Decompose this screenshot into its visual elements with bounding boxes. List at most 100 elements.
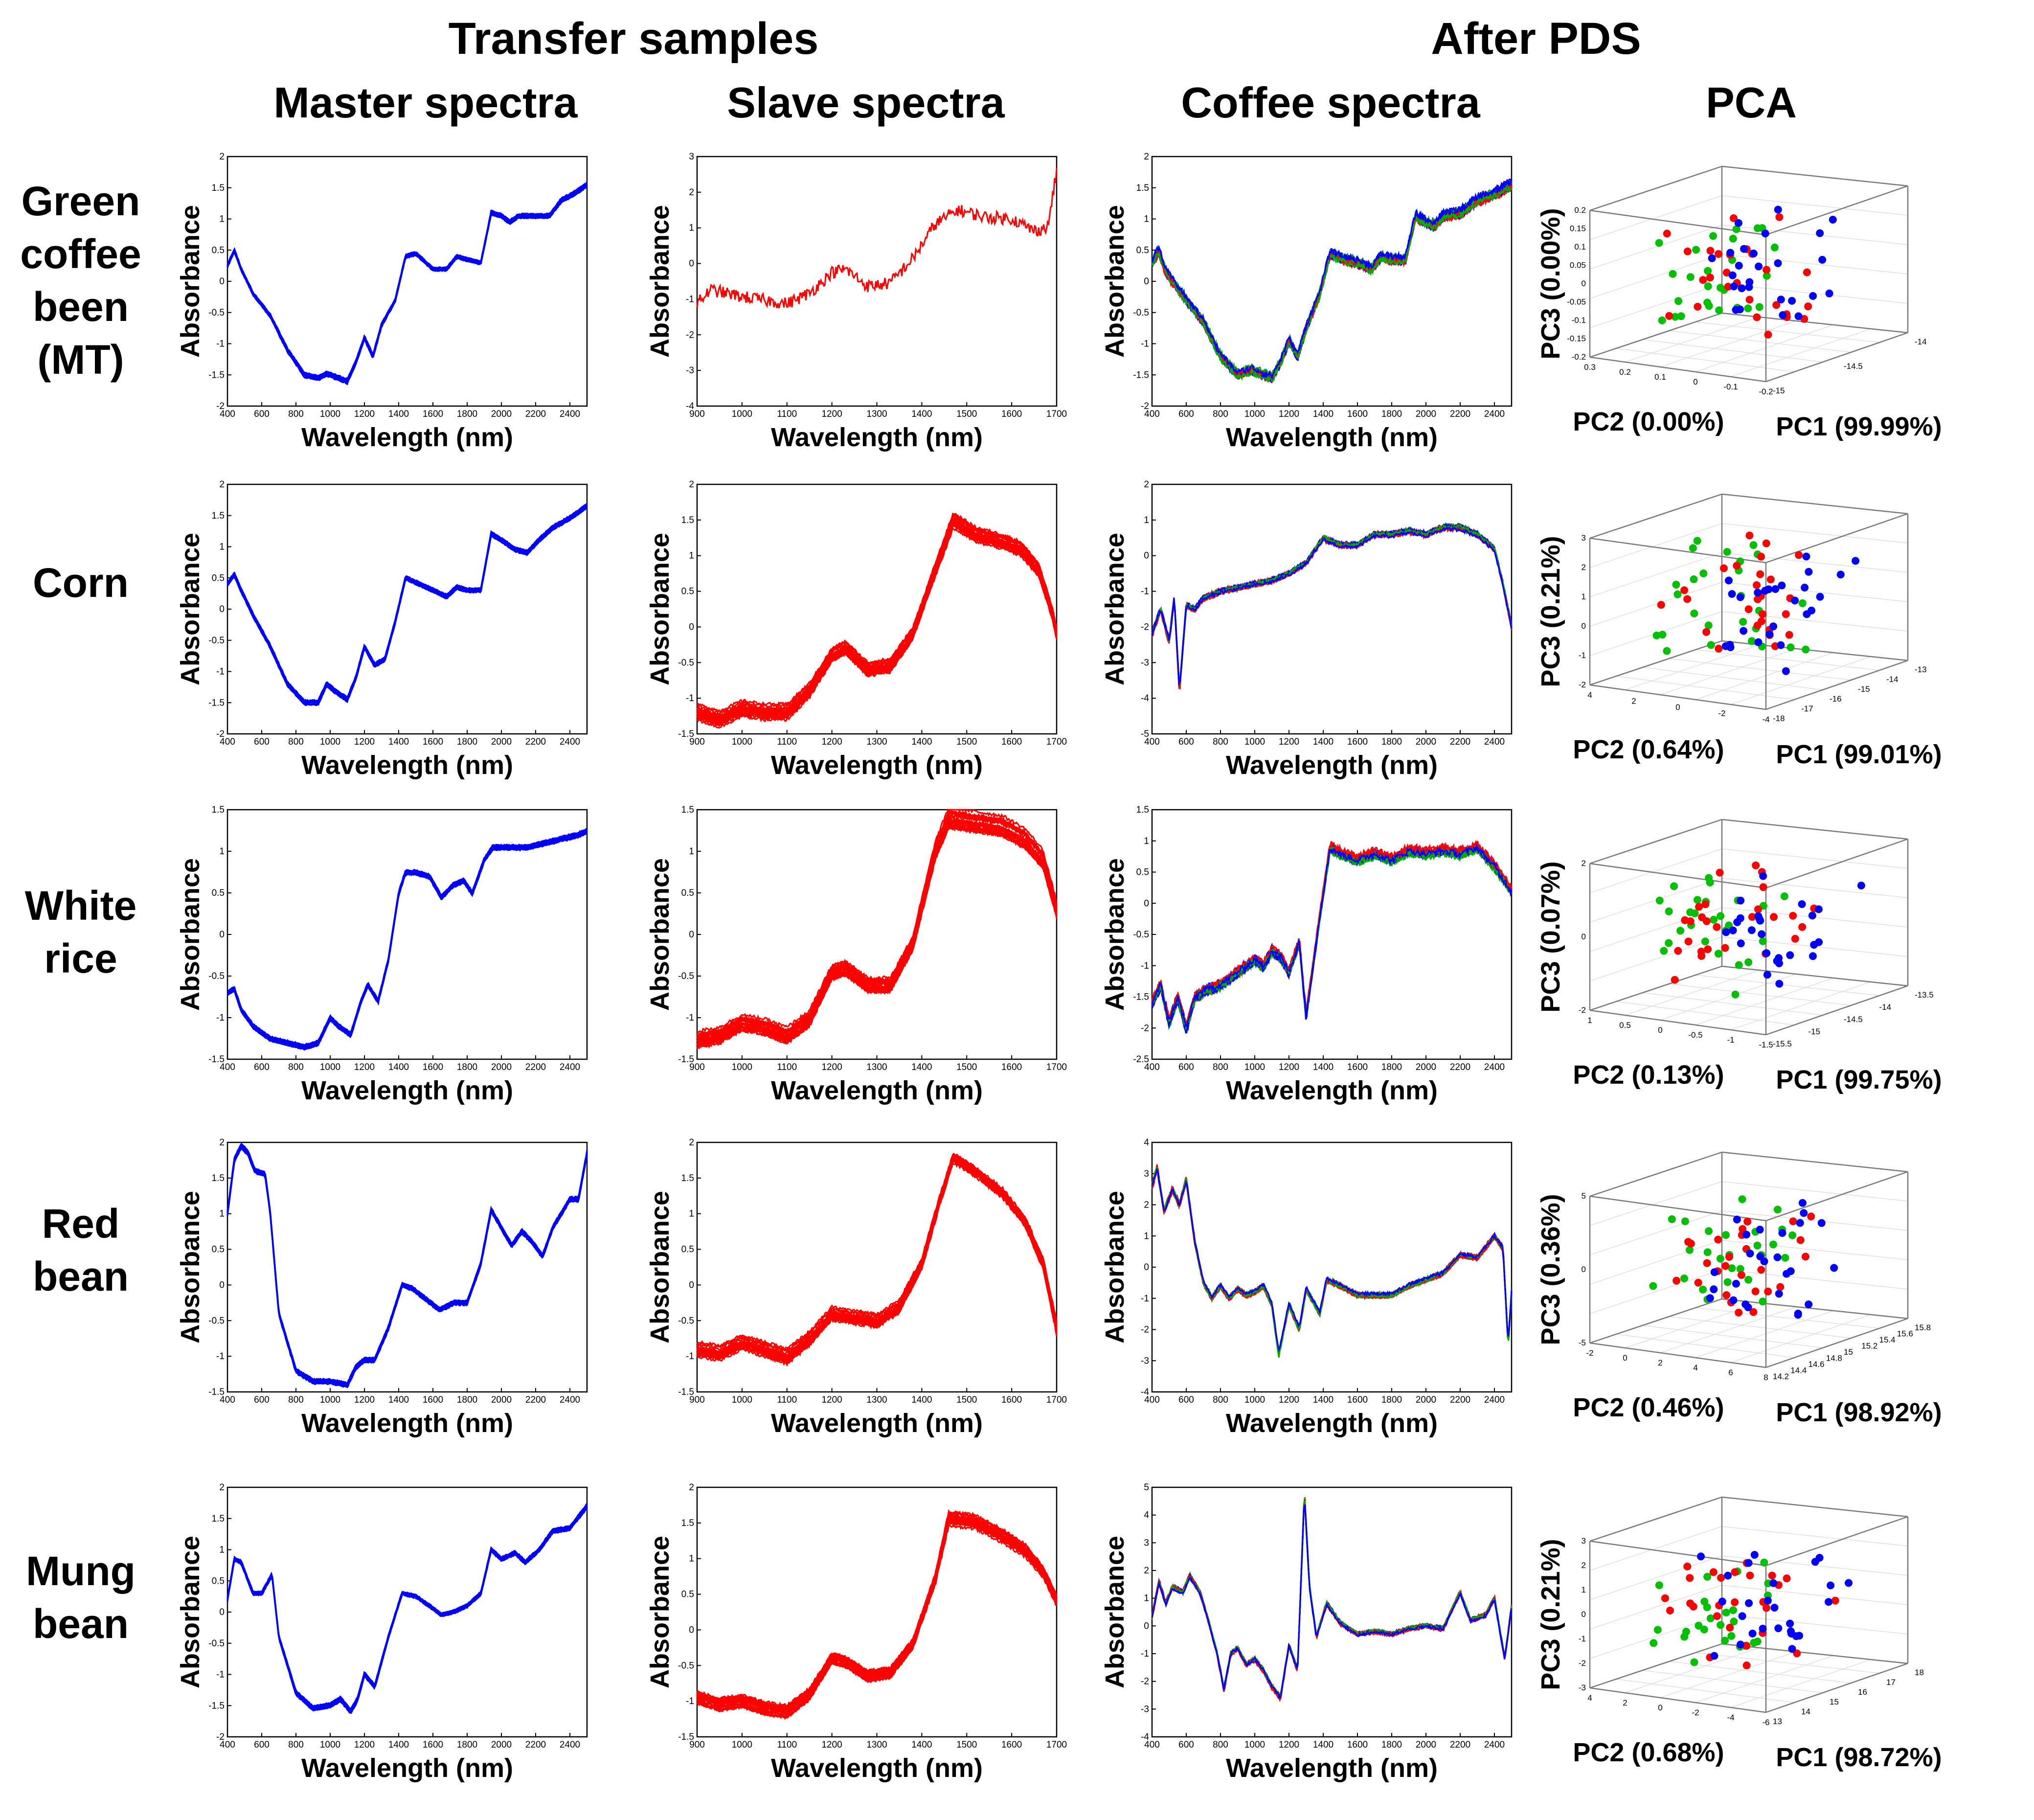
pca-score-point — [1665, 907, 1673, 915]
pca-grid-line — [1721, 611, 1908, 632]
y-tick-label: 3 — [689, 152, 694, 162]
x-tick-label: 2000 — [491, 1395, 512, 1405]
pca-grid-line — [1669, 330, 1852, 353]
x-tick-label: 1400 — [1313, 1395, 1333, 1405]
pca-score-point — [1763, 1596, 1772, 1605]
y-tick-label: -4 — [1141, 1732, 1149, 1742]
pca-score-point — [1713, 1612, 1721, 1620]
pca-score-point — [1690, 609, 1698, 617]
x-axis-label: Wavelength (nm) — [771, 423, 983, 452]
y-tick-label: -1.5 — [1133, 370, 1149, 380]
pca-grid-line — [1589, 254, 1722, 299]
pca-score-point — [1791, 596, 1799, 605]
header-master-spectra: Master spectra — [273, 78, 578, 127]
pca-score-point — [1798, 599, 1807, 607]
pca-score-point — [1710, 1285, 1718, 1294]
x-axis-label: Wavelength (nm) — [301, 1753, 513, 1783]
row-label-line: bean — [33, 1601, 129, 1647]
x-axis-label: Wavelength (nm) — [301, 751, 513, 780]
plot-frame — [1151, 483, 1513, 735]
pca-score-point — [1748, 1629, 1757, 1638]
pca-score-point — [1795, 551, 1803, 559]
y-tick-label: -4 — [686, 401, 694, 411]
pca-score-point — [1677, 312, 1685, 320]
pca-score-point — [1782, 667, 1790, 675]
pca-score-point — [1755, 262, 1763, 271]
pca-score-point — [1749, 1308, 1758, 1316]
pca-y-tick: 0 — [1675, 703, 1680, 712]
pca-score-point — [1676, 927, 1685, 935]
pca-score-point — [1757, 1266, 1765, 1274]
pca-grid-line — [1721, 1240, 1908, 1260]
pca-grid-line — [1721, 254, 1908, 274]
pca-y-tick: 2 — [1623, 1698, 1627, 1707]
y-tick-label: -1 — [216, 1670, 225, 1680]
pca-z-tick: -0.2 — [1572, 352, 1586, 362]
y-tick-label: 5 — [1144, 1482, 1149, 1493]
row-label-1: Corn — [33, 560, 129, 606]
pca-score-point — [1729, 1296, 1738, 1304]
pca-score-point — [1706, 273, 1714, 282]
pca-y-tick: 2 — [1631, 697, 1636, 706]
coffee-spectrum-curve — [1151, 187, 1513, 384]
y-tick-label: 1 — [1144, 214, 1149, 225]
pca-grid-line — [1589, 1614, 1722, 1659]
row-label-2: White rice — [25, 883, 137, 981]
pca-score-point — [1794, 312, 1803, 320]
plot-frame — [696, 1141, 1058, 1393]
y-tick-label: 2 — [219, 1138, 225, 1148]
pca-score-point — [1738, 1271, 1745, 1279]
pca-box-edge — [1589, 965, 1722, 1011]
pca-score-point — [1786, 1619, 1794, 1628]
pca-score-point — [1754, 595, 1762, 603]
pca-grid-line — [1730, 328, 1871, 377]
x-tick-label: 1400 — [388, 409, 409, 419]
pca-score-point — [1733, 562, 1741, 570]
pca-score-point — [1738, 284, 1746, 293]
x-tick-label: 1000 — [320, 409, 340, 419]
pca-score-point — [1776, 1283, 1785, 1291]
pca-grid-line — [1589, 195, 1722, 240]
row-label-line: Green — [22, 178, 140, 224]
pca-score-point — [1805, 1300, 1813, 1309]
pca-y-tick: -2 — [1718, 709, 1725, 718]
pca-y-tick: -0.2 — [1759, 387, 1773, 396]
pca-score-point — [1759, 610, 1767, 618]
x-tick-label: 2000 — [491, 409, 512, 419]
x-tick-label: 800 — [288, 409, 304, 419]
pca-grid-line — [1616, 1001, 1795, 1025]
x-tick-label: 1000 — [1244, 737, 1265, 747]
pca-score-point — [1683, 247, 1692, 255]
pca-x-tick: 15.8 — [1915, 1323, 1931, 1332]
pca-x-tick: 17 — [1886, 1678, 1896, 1687]
y-tick-label: 2 — [219, 479, 225, 490]
y-tick-label: 2 — [689, 1138, 694, 1148]
pca-score-point — [1746, 1250, 1754, 1258]
pca-score-point — [1738, 1195, 1746, 1204]
pca-x-tick: -13.5 — [1915, 990, 1934, 1000]
pca-box-edge — [1721, 493, 1908, 515]
pca-score-point — [1759, 1297, 1767, 1306]
pca-z-label: PC3 (0.21%) — [1536, 536, 1565, 687]
plot-frame — [1151, 156, 1513, 407]
y-axis-label: Absorbance — [176, 1536, 205, 1688]
pca-score-point — [1756, 570, 1764, 578]
y-tick-label: -1 — [686, 1696, 694, 1706]
pca-score-point — [1800, 1209, 1808, 1217]
x-tick-label: 400 — [220, 1740, 235, 1750]
pca-box-edge — [1589, 1496, 1722, 1542]
master-panel-row-2: -1.5 -1 -0.5 0 0.5 1 1.5 400 600 800 1000 1200 1400 1… — [176, 805, 588, 1105]
pca-score-point — [1830, 1264, 1838, 1272]
x-tick-label: 1400 — [911, 409, 932, 419]
row-label-line: Corn — [33, 560, 129, 606]
row-label-line: (MT) — [37, 337, 124, 383]
pca-score-point — [1658, 631, 1667, 639]
pca-box-edge — [1765, 838, 1908, 889]
x-tick-label: 1800 — [457, 1062, 477, 1072]
x-tick-label: 2400 — [1484, 1740, 1505, 1750]
x-tick-label: 600 — [254, 1062, 270, 1072]
pca-score-point — [1770, 243, 1779, 251]
pca-y-tick: -4 — [1762, 715, 1769, 724]
pca-grid-line — [1695, 1652, 1880, 1674]
header-transfer-samples: Transfer samples — [449, 14, 819, 64]
